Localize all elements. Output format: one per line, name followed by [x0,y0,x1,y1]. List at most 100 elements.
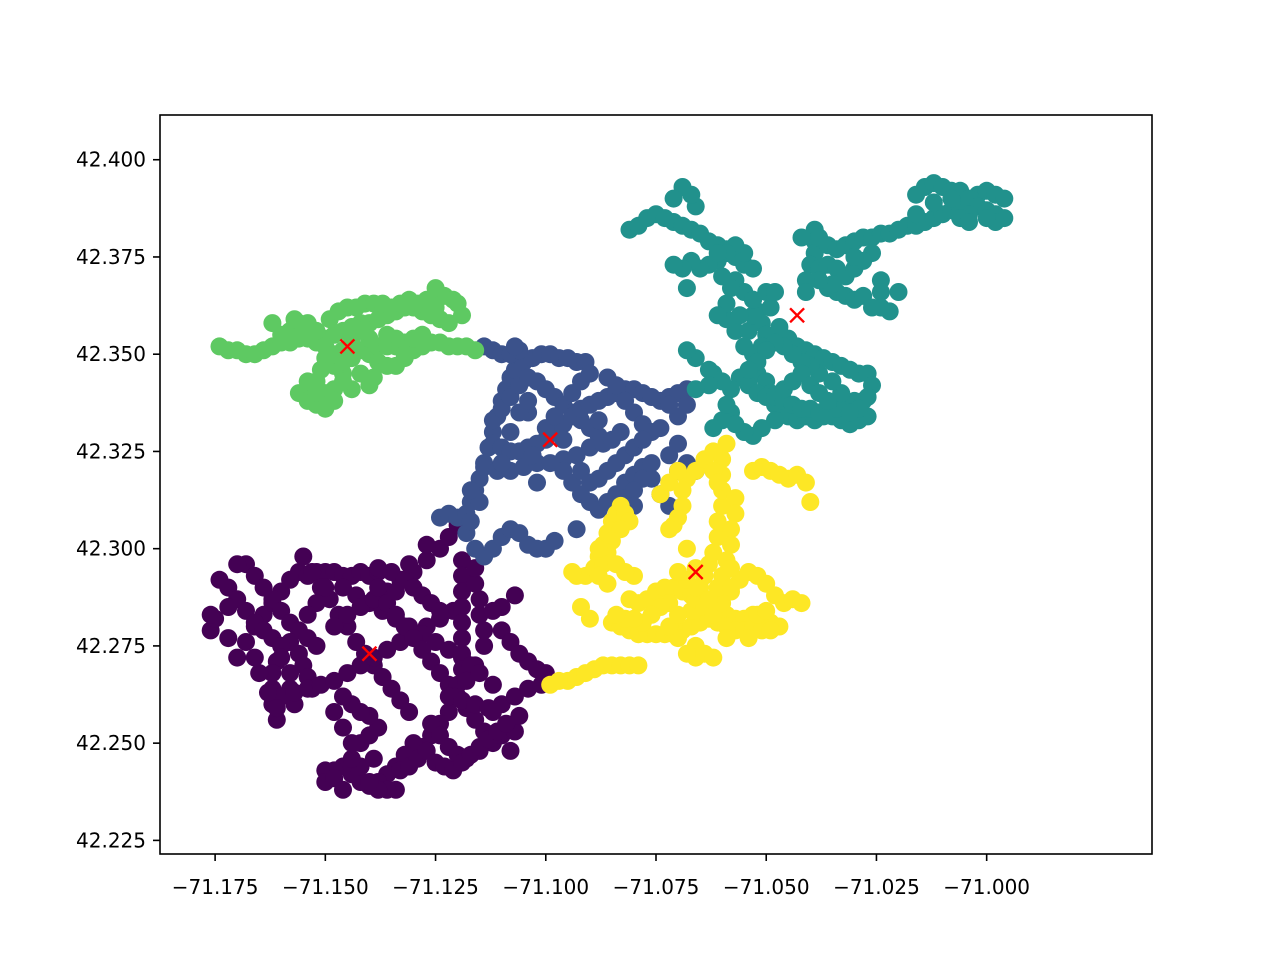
cluster-0-point-218 [483,675,502,694]
data-points [201,174,1014,799]
cluster-0-point-108 [431,601,449,620]
cluster-0-point-210 [497,714,516,733]
cluster-2-point-163 [907,185,926,204]
cluster-3-point-94 [395,345,414,364]
cluster-3-point-42 [426,279,445,298]
cluster-4-point-116 [722,520,740,539]
cluster-0-point-93 [351,598,370,616]
cluster-1-point-81 [567,446,586,465]
cluster-0-point-185 [360,773,379,791]
cluster-0-point-109 [369,578,388,597]
cluster-2-point-29 [708,244,727,263]
cluster-0-point-227 [219,598,238,616]
y-tick-label: 42.325 [76,439,146,463]
cluster-2-point-77 [717,395,736,414]
x-axis: −71.175 −71.150 −71.125 −71.100 −71.075 −71.0… [172,854,1030,899]
cluster-1-point-110 [642,469,661,488]
cluster-4-point-8 [629,656,648,675]
cluster-1-point-105 [633,430,652,449]
cluster-0-point-123 [453,566,471,585]
cluster-4-point-143 [704,648,723,667]
cluster-2-point-111 [744,306,762,325]
cluster-3-point-78 [351,364,370,383]
x-tick-label: −71.175 [172,875,259,899]
cluster-2-point-193 [726,415,745,434]
cluster-3-point-104 [294,321,313,340]
cluster-4-point-127 [677,644,696,663]
centroid-marker-0 [361,645,378,662]
cluster-0-point-158 [505,687,524,706]
cluster-0-point-197 [342,734,361,753]
cluster-0-point-194 [334,687,352,706]
cluster-2-point-161 [942,189,961,208]
cluster-0-point-221 [259,683,277,702]
cluster-0-point-98 [417,551,436,570]
y-tick-label: 42.375 [76,245,146,269]
cluster-1-point-137 [554,430,573,449]
cluster-0-point-139 [470,590,489,609]
cluster-2-point-184 [699,360,718,379]
cluster-1-point-143 [501,423,520,441]
y-tick-label: 42.225 [76,828,146,852]
cluster-4-point-87 [669,461,687,480]
cluster-4-point-150 [598,574,617,593]
cluster-0-point-143 [457,671,476,690]
cluster-2-point-159 [977,209,996,228]
cluster-3-point-98 [351,321,370,340]
centroid-markers [339,307,805,662]
cluster-2-point-198 [796,283,815,301]
x-tick-label: −71.050 [723,875,810,899]
cluster-0-point-231 [417,535,436,554]
cluster-2-point-164 [907,205,926,224]
cluster-0-point-74 [378,640,397,659]
cluster-4-point-114 [726,489,745,508]
cluster-1-point-117 [669,434,687,453]
cluster-2-point-94 [823,372,842,391]
cluster-2-point-24 [677,279,696,298]
cluster-0-point-230 [386,582,405,601]
cluster-4-point-70 [708,528,727,546]
cluster-3-point-84 [307,384,326,403]
cluster-2-point-171 [871,283,890,301]
cluster-2-point-23 [664,255,683,274]
cluster-3-point-96 [378,325,397,344]
cluster-2-point-115 [713,267,732,286]
cluster-1-point-132 [505,337,524,356]
cluster-2-point-38 [735,337,754,356]
cluster-4-point-153 [669,563,687,581]
cluster-4-point-113 [708,473,727,492]
cluster-2-point-187 [677,341,696,360]
cluster-1-point-131 [523,446,542,465]
cluster-0-point-145 [483,601,502,620]
cluster-3-point-45 [453,306,471,325]
cluster-2-point-147 [995,189,1014,208]
cluster-4-point-115 [726,504,745,523]
cluster-4-point-147 [717,629,736,648]
cluster-0-point-50 [281,664,300,683]
cluster-0-point-37 [228,555,247,574]
cluster-0-point-49 [272,648,291,667]
x-tick-label: −71.150 [282,875,369,899]
cluster-1-point-127 [545,531,564,550]
cluster-4-point-81 [673,481,692,500]
cluster-4-point-121 [699,590,718,609]
cluster-0-point-91 [325,617,344,636]
cluster-3-point-75 [466,341,485,360]
cluster-2-point-175 [863,298,881,317]
cluster-0-point-72 [351,656,370,675]
cluster-2-point-14 [744,259,762,278]
cluster-0-point-187 [342,749,361,768]
cluster-1-point-66 [660,395,679,414]
cluster-2-point-162 [924,193,943,212]
cluster-0-point-213 [501,741,520,760]
cluster-0-point-71 [338,664,357,683]
centroid-marker-4 [687,564,704,580]
cluster-0-point-223 [245,648,264,667]
cluster-0-point-146 [505,586,524,605]
x-tick-label: −71.025 [833,875,920,899]
cluster-0-point-127 [453,629,471,648]
cluster-0-point-3 [228,648,247,667]
cluster-4-point-145 [757,601,776,620]
cluster-0-point-125 [453,598,471,616]
